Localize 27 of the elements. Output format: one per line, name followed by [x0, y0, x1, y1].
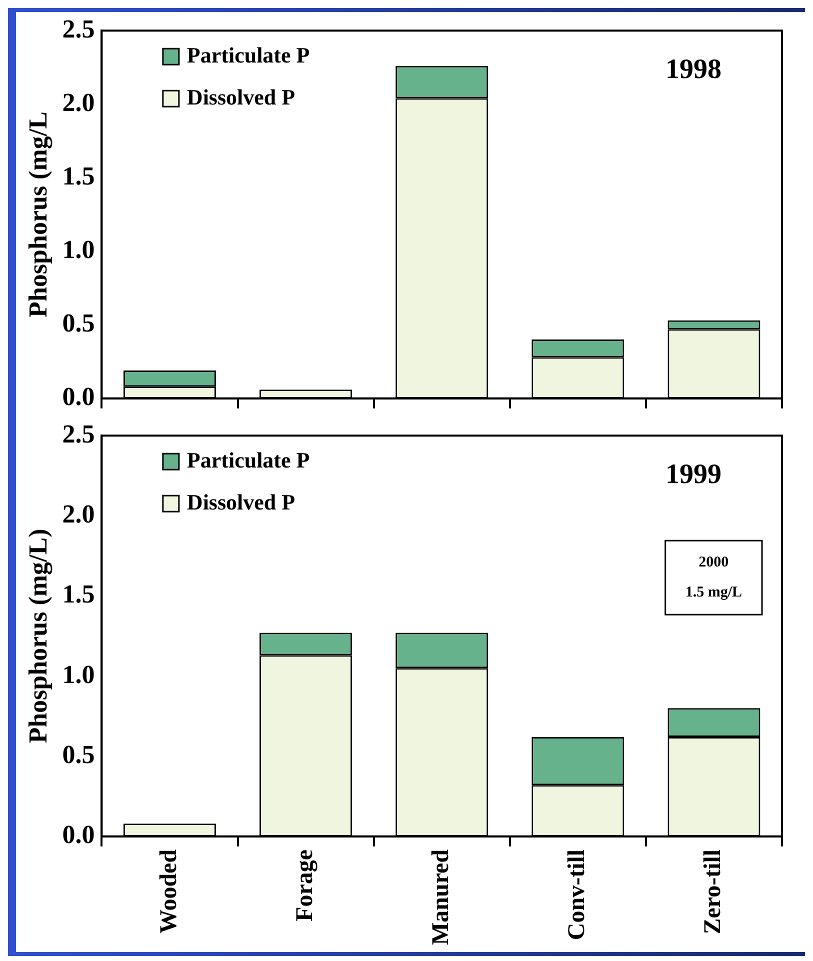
y-axis-title: Phosphorus (mg/L) — [23, 528, 52, 744]
y-tick-label: 2.5 — [62, 14, 95, 44]
y-tick-label: 0.0 — [62, 382, 95, 412]
x-tick-label: Wooded — [156, 848, 182, 934]
x-tick-label: Manured — [428, 848, 454, 946]
annotation: 1.5 mg/L — [685, 584, 742, 600]
y-tick-label: 2.5 — [62, 419, 95, 448]
annotation: 1998 — [666, 54, 722, 85]
y-axis-title: Phosphorus (mg/L — [23, 112, 52, 318]
y-tick-label: 0.5 — [62, 308, 95, 338]
legend-label: Dissolved P — [186, 489, 296, 514]
y-tick-label: 0.0 — [62, 820, 95, 850]
annotation: 2000 — [698, 554, 729, 570]
y-tick-label: 2.0 — [62, 88, 95, 117]
y-tick-label: 0.5 — [62, 740, 95, 769]
y-tick-label: 1.0 — [62, 660, 95, 689]
x-tick-label: Zero-till — [700, 849, 726, 934]
legend-label: Dissolved P — [186, 84, 296, 110]
y-tick-label: 2.0 — [62, 499, 95, 528]
y-tick-label: 1.5 — [62, 580, 95, 609]
x-tick-label: Forage — [292, 849, 318, 922]
y-tick-label: 1.0 — [62, 235, 95, 264]
legend-label: Particulate P — [186, 447, 310, 472]
y-tick-label: 1.5 — [62, 161, 95, 190]
annotation: 1999 — [666, 458, 722, 490]
legend-label: Particulate P — [186, 42, 310, 68]
x-tick-label: Conv-till — [564, 849, 590, 940]
